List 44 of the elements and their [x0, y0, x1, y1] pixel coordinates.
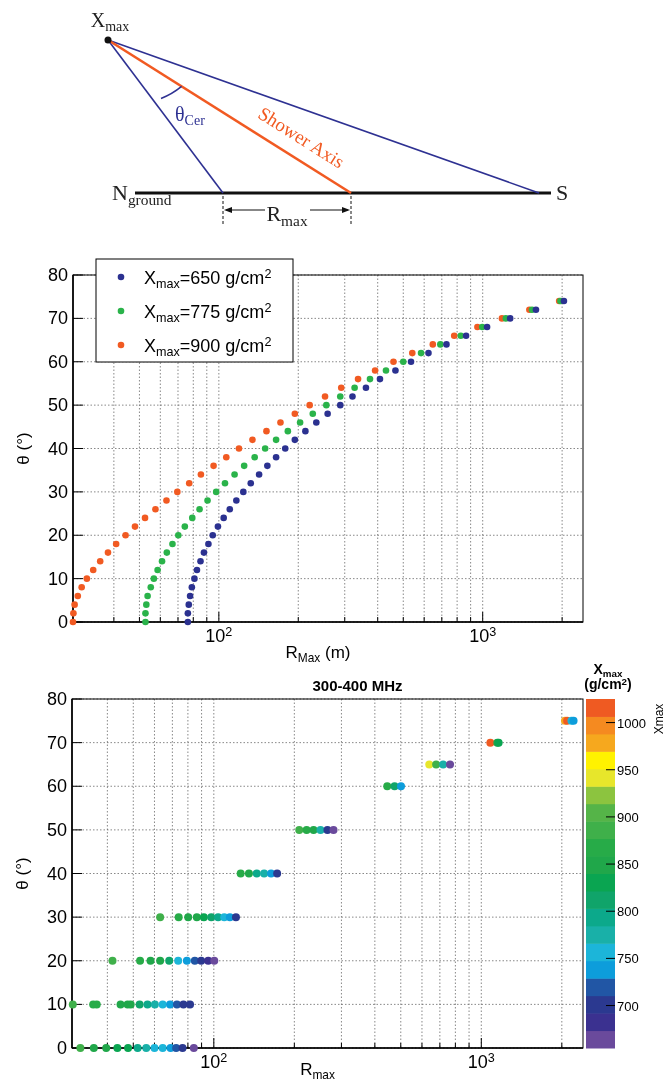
y-tick-label: 50: [46, 819, 67, 840]
x-tick-label: 10$^{2}$: [205, 625, 233, 646]
text: R$_{max}$: [266, 201, 308, 229]
legend-label: X$_{max}$=775 g/cm$^{2}$: [144, 301, 272, 325]
color-bar-label: 950: [617, 762, 639, 778]
legend-label: X$_{max}$=900 g/cm$^{2}$: [144, 335, 272, 359]
color-bar-title: X$_{max}$ (g/cm$^{2}$): [584, 661, 632, 692]
y-tick-label: 30: [46, 907, 67, 928]
text: Xmax: [652, 703, 666, 735]
y-tick-label: 20: [46, 950, 67, 971]
color-bar-label: 700: [617, 998, 639, 1014]
text: θ$_{Cer}$: [175, 103, 206, 129]
y-axis-title: θ (°): [13, 857, 32, 890]
y-tick-label: 40: [47, 438, 68, 459]
text: N$_{ground}$: [112, 180, 172, 208]
color-bar-label: 1000: [617, 715, 646, 731]
legend-label: X$_{max}$=650 g/cm$^{2}$: [144, 267, 272, 291]
chart-title: 300-400 MHz: [312, 677, 403, 694]
y-tick-label: 20: [47, 525, 68, 546]
y-tick-label: 10: [46, 994, 67, 1015]
x-axis-title: R$_{Max}$ (m): [285, 643, 351, 665]
text: S: [556, 180, 569, 205]
y-tick-label: 60: [46, 776, 67, 797]
y-tick-label: 0: [57, 612, 68, 632]
y-axis-title: θ (°): [14, 432, 33, 465]
y-tick-label: 30: [47, 481, 68, 502]
y-tick-label: 10: [47, 568, 68, 589]
y-tick-label: 50: [47, 395, 68, 416]
x-tick-label: 10$^{3}$: [467, 1051, 495, 1072]
color-bar-label: 850: [617, 857, 639, 873]
x-tick-label: 10$^{3}$: [469, 625, 497, 646]
color-bar-label: 800: [617, 904, 639, 920]
color-bar-label: 750: [617, 951, 639, 967]
x-axis-title: R$_{max}$: [300, 1060, 335, 1082]
y-tick-label: 70: [46, 732, 67, 753]
y-tick-label: 80: [47, 265, 68, 285]
text: X$_{max}$: [90, 9, 130, 35]
y-tick-label: 80: [46, 689, 67, 709]
y-tick-label: 60: [47, 351, 68, 372]
color-bar-label: 900: [617, 809, 639, 825]
y-tick-label: 0: [56, 1038, 67, 1058]
y-tick-label: 70: [47, 308, 68, 329]
y-tick-label: 40: [46, 863, 67, 884]
x-tick-label: 10$^{2}$: [200, 1051, 228, 1072]
